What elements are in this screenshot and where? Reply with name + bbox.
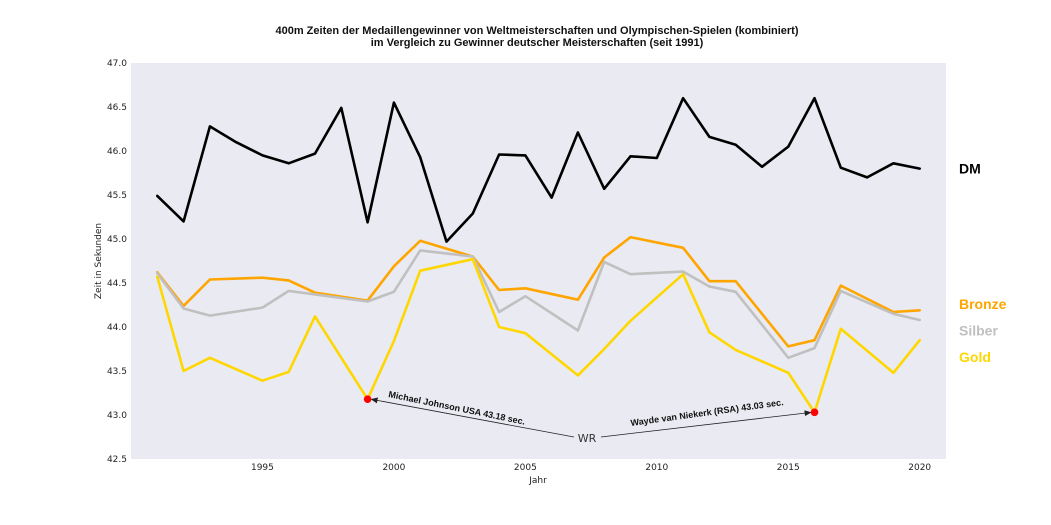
y-tick-label: 44.0 <box>107 323 127 333</box>
record-marker <box>363 395 372 403</box>
series-line-dm <box>156 96 922 243</box>
y-tick-label: 43.0 <box>107 411 127 421</box>
y-tick-label: 45.5 <box>107 191 127 201</box>
y-tick-label: 46.5 <box>107 103 127 113</box>
y-tick-label: 47.0 <box>107 59 127 69</box>
y-tick-label: 42.5 <box>107 455 127 465</box>
wr-label: WR <box>578 432 597 445</box>
legend-entry-bronze: Bronze <box>959 296 1007 312</box>
x-tick-label: 2000 <box>382 463 405 473</box>
legend: DM Bronze Silber Gold <box>959 161 1007 365</box>
chart-subtitle: im Vergleich zu Gewinner deutscher Meist… <box>371 37 704 49</box>
y-tick-label: 46.0 <box>107 147 127 157</box>
y-tick-label: 43.5 <box>107 367 127 377</box>
x-axis-ticks: 1995 2000 2005 2010 2015 2020 <box>251 463 931 473</box>
x-tick-label: 2020 <box>908 463 931 473</box>
record-arrow <box>600 410 812 438</box>
series-lines <box>156 96 922 414</box>
legend-entry-gold: Gold <box>959 349 991 365</box>
x-tick-label: 2005 <box>514 463 537 473</box>
legend-entry-dm: DM <box>959 161 981 177</box>
plot-area <box>131 63 946 459</box>
x-axis-label: Jahr <box>528 476 547 486</box>
y-tick-label: 45.0 <box>107 235 127 245</box>
chart-title: 400m Zeiten der Medaillengewinner von We… <box>275 25 798 37</box>
y-axis-label: Zeit in Sekunden <box>94 223 104 299</box>
y-axis-ticks: 42.5 43.0 43.5 44.0 44.5 45.0 45.5 46.0 46.5 47.0 <box>107 59 127 465</box>
series-line-gold <box>156 257 922 414</box>
series-line-silber <box>156 249 922 360</box>
series-line-bronze <box>156 235 922 348</box>
x-tick-label: 2010 <box>645 463 668 473</box>
x-tick-label: 2015 <box>777 463 800 473</box>
y-tick-label: 44.5 <box>107 279 127 289</box>
record-arrow <box>370 397 575 438</box>
legend-entry-silber: Silber <box>959 323 998 339</box>
x-tick-label: 1995 <box>251 463 274 473</box>
record-marker <box>810 408 819 417</box>
